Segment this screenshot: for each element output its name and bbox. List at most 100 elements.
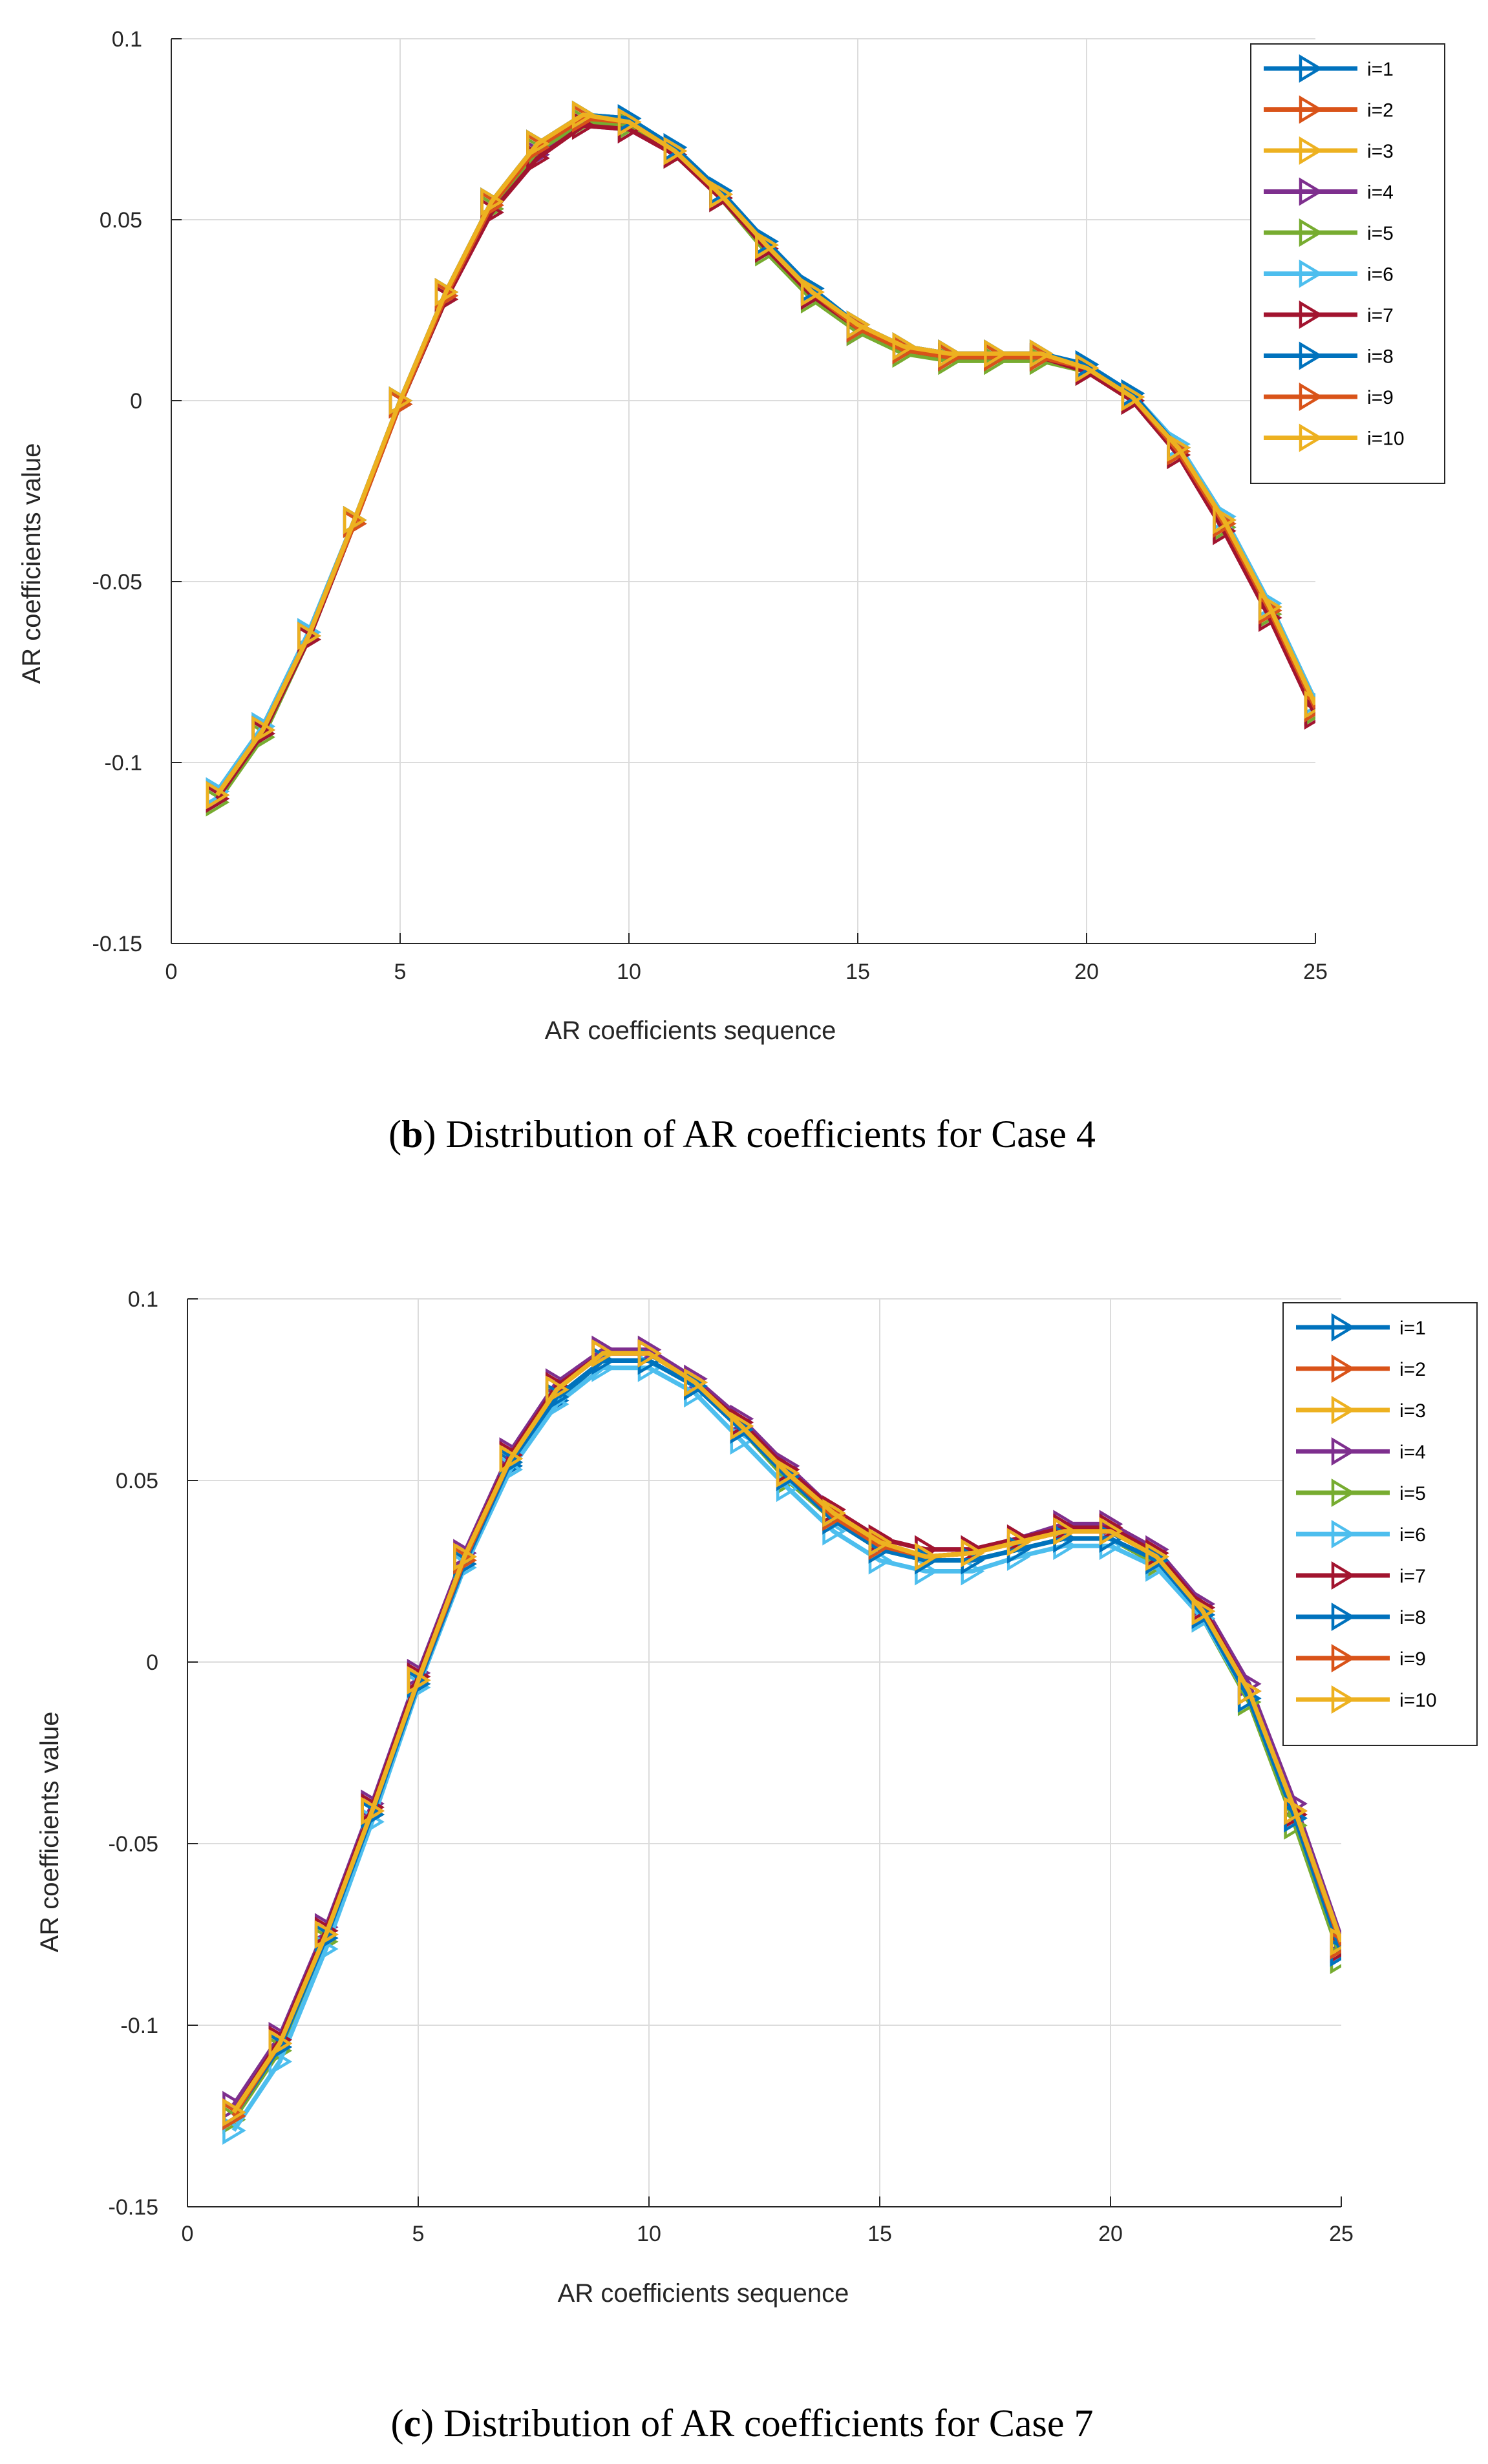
data-point: [938, 339, 962, 368]
y-axis-label: AR coefficients value: [36, 1712, 64, 1953]
series-line: [215, 112, 1315, 797]
legend-item: i=1: [1296, 1313, 1426, 1342]
data-point: [776, 1458, 800, 1488]
data-point: [1099, 1517, 1123, 1546]
data-point: [251, 715, 275, 744]
x-axis-label: AR coefficients sequence: [545, 1016, 836, 1045]
legend-marker: [1299, 259, 1323, 288]
legend-marker: [1299, 177, 1323, 206]
legend-marker: [1299, 300, 1323, 329]
data-point: [591, 1339, 615, 1368]
legend-label: i=4: [1367, 182, 1394, 204]
data-point: [709, 180, 733, 209]
x-tick-label: 25: [1303, 960, 1328, 984]
y-tick-label: -0.05: [109, 1832, 159, 1857]
legend-item: i=4: [1296, 1437, 1426, 1466]
series-line: [215, 120, 1315, 804]
series-i=4: [222, 1335, 1341, 2120]
legend-item: i=2: [1264, 95, 1394, 124]
legend-box: [1282, 1302, 1478, 1746]
legend-label: i=2: [1399, 1359, 1426, 1380]
data-point: [571, 100, 596, 129]
series-i=9: [206, 104, 1315, 810]
legend-label: i=6: [1399, 1524, 1426, 1546]
data-point: [684, 1368, 708, 1397]
data-point: [343, 505, 367, 534]
legend-label: i=8: [1399, 1607, 1426, 1628]
legend-item: i=2: [1296, 1354, 1426, 1383]
data-point: [361, 1796, 385, 1826]
series-i=8: [206, 100, 1315, 810]
data-point: [663, 136, 688, 165]
x-tick-label: 20: [1098, 2222, 1123, 2246]
legend-marker: [1331, 1520, 1355, 1548]
legend-marker: [1299, 218, 1323, 247]
legend-label: i=3: [1367, 141, 1394, 162]
data-point: [1167, 433, 1191, 462]
chart-panel-b: 0 5 10 15 20 250.10.050-0.05-0.1-0.15 i=1i=2i…: [17, 27, 1445, 1155]
x-tick-label: 25: [1329, 2222, 1354, 2246]
legend-item: i=8: [1264, 341, 1394, 370]
legend-label: i=10: [1367, 428, 1405, 450]
data-point: [268, 2029, 293, 2058]
x-axis-label: AR coefficients sequence: [558, 2279, 849, 2308]
data-point: [1258, 593, 1282, 622]
data-point: [222, 2116, 246, 2145]
x-tick-label: 20: [1074, 960, 1099, 984]
x-tick-label: 0: [182, 2222, 194, 2246]
y-tick-label: -0.1: [104, 751, 142, 775]
data-point: [1237, 1676, 1262, 1705]
caption-text: Distribution of AR coefficients for Case…: [443, 2402, 1093, 2445]
caption-c: (c) Distribution of AR coefficients for …: [391, 2402, 1094, 2445]
legend-item: i=3: [1264, 136, 1394, 165]
x-tick-label: 5: [394, 960, 407, 984]
data-point: [1191, 1597, 1216, 1626]
x-tick-label: 15: [845, 960, 870, 984]
legend-marker: [1331, 1603, 1355, 1631]
series-line: [231, 1351, 1341, 2114]
legend-label: i=9: [1367, 387, 1394, 408]
y-tick-label: -0.05: [92, 570, 143, 595]
series-i=10: [206, 100, 1315, 810]
y-tick-label: -0.15: [92, 932, 143, 956]
data-point: [730, 1411, 754, 1440]
data-point: [206, 781, 230, 810]
legend-item: i=6: [1296, 1520, 1426, 1548]
legend-marker: [1299, 54, 1323, 83]
y-axis-label: AR coefficients value: [17, 443, 46, 684]
data-point: [434, 278, 459, 306]
data-point: [755, 231, 779, 260]
legend-label: i=10: [1399, 1690, 1437, 1711]
legend-marker: [1299, 95, 1323, 124]
data-point: [1053, 1517, 1077, 1546]
legend-marker: [1299, 341, 1323, 370]
data-point: [617, 107, 642, 136]
caption-letter: b: [401, 1113, 423, 1155]
series-line: [215, 123, 1315, 801]
legend-item: i=7: [1296, 1561, 1426, 1590]
legend-item: i=4: [1264, 177, 1394, 206]
series-i=6: [206, 100, 1315, 806]
data-point: [388, 386, 413, 415]
legend-item: i=3: [1296, 1396, 1426, 1424]
series-i=3: [206, 100, 1315, 810]
data-point: [822, 1499, 846, 1528]
legend-marker: [1331, 1354, 1355, 1383]
caption-letter: c: [403, 2402, 421, 2445]
legend-label: i=7: [1399, 1566, 1426, 1587]
series-i=10: [222, 1339, 1341, 2127]
legend-label: i=6: [1367, 264, 1394, 286]
data-point: [1145, 1543, 1169, 1571]
legend-marker: [1331, 1561, 1355, 1590]
y-tick-label: -0.15: [109, 2195, 159, 2220]
data-point: [453, 1543, 477, 1571]
legend-marker: [1331, 1437, 1355, 1466]
legend-item: i=10: [1264, 423, 1405, 452]
data-point: [499, 1444, 524, 1473]
data-point: [1006, 1528, 1031, 1557]
y-tick-label: 0.05: [100, 208, 142, 233]
data-point: [545, 1375, 569, 1404]
x-tick-label: 0: [165, 960, 178, 984]
data-point: [1330, 1927, 1341, 1956]
legend-label: i=9: [1399, 1648, 1426, 1670]
